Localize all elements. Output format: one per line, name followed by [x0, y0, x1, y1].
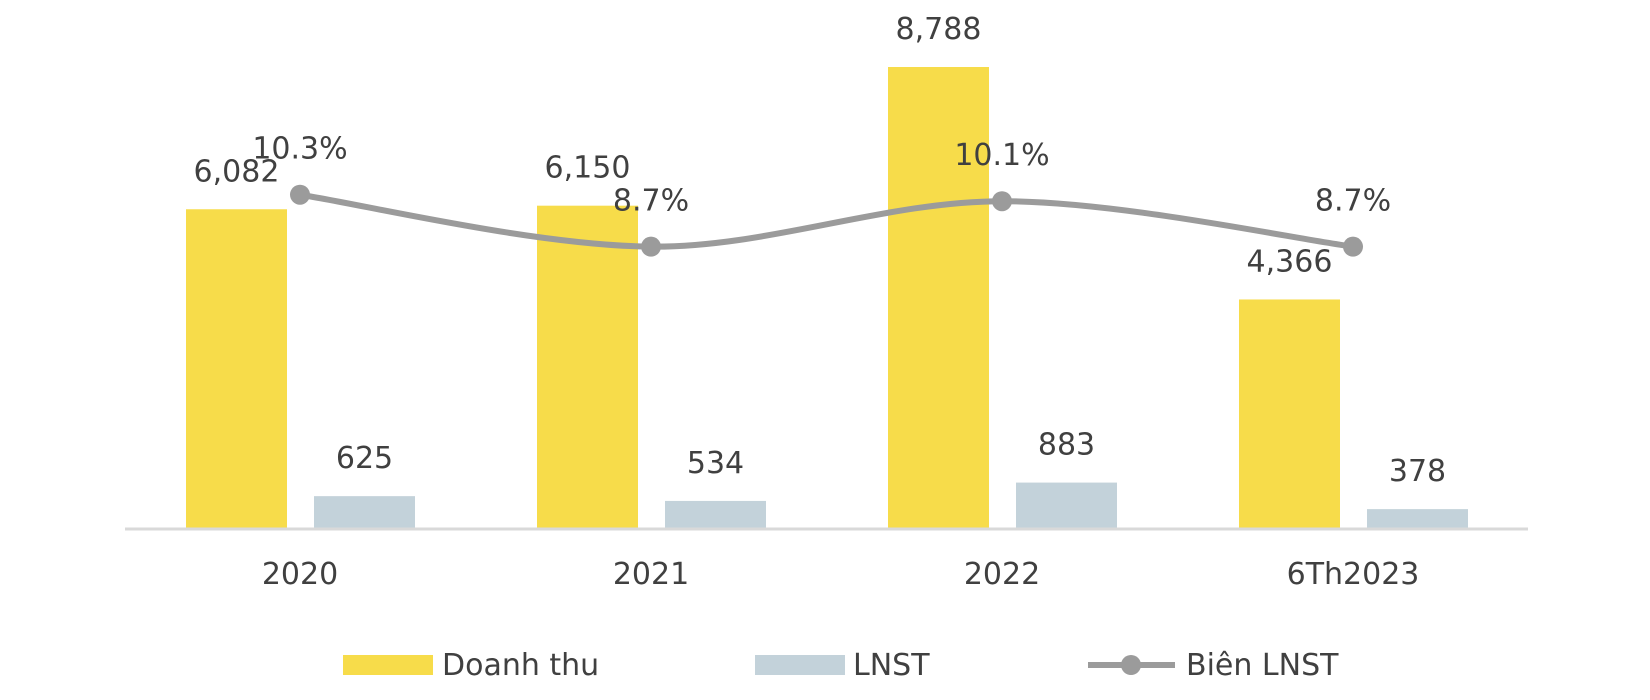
data-label-bien-lnst-2020: 10.3%: [252, 132, 347, 167]
legend-swatch-lnst: [755, 655, 845, 675]
bar-doanh-thu-2020: [186, 209, 287, 530]
data-label-lnst-2020: 625: [336, 441, 393, 476]
data-label-bien-lnst-2022: 10.1%: [954, 138, 1049, 173]
bar-doanh-thu-2022: [888, 67, 989, 529]
data-label-doanh-thu-2022: 8,788: [896, 12, 982, 47]
series-line-bien-lnst: [297, 191, 1356, 250]
point-bien-lnst-2021: [641, 236, 661, 257]
data-label-doanh-thu-2020: 6,082: [194, 154, 280, 189]
bar-doanh-thu-6th2023: [1239, 299, 1340, 529]
bars-layer: [186, 67, 1468, 530]
data-label-bien-lnst-6th2023: 8.7%: [1315, 184, 1391, 219]
x-tick-6th2023: 6Th2023: [1287, 557, 1420, 592]
point-bien-lnst-2020: [290, 184, 310, 205]
point-bien-lnst-6th2023: [1343, 236, 1363, 257]
data-label-bien-lnst-2021: 8.7%: [613, 184, 689, 219]
bar-lnst-6th2023: [1367, 509, 1468, 529]
bar-lnst-2020: [314, 496, 415, 529]
legend-label-doanh-thu: Doanh thu: [442, 648, 599, 683]
bar-lnst-2022: [1016, 482, 1117, 529]
data-label-lnst-2022: 883: [1038, 428, 1095, 463]
legend-marker-bien-lnst: [1121, 655, 1141, 675]
data-label-doanh-thu-6th2023: 4,366: [1247, 244, 1333, 279]
x-axis-ticks: 2020 2021 2022 6Th2023: [262, 557, 1420, 592]
legend-label-lnst: LNST: [853, 648, 930, 683]
labels-layer: 6,082 625 10.3% 6,150 534 8.7% 8,788 883 10.1% 4,…: [194, 12, 1447, 489]
point-bien-lnst-2022: [992, 191, 1012, 212]
data-label-lnst-6th2023: 378: [1389, 454, 1446, 489]
bar-lnst-2021: [665, 500, 766, 529]
legend-label-bien-lnst: Biên LNST: [1186, 648, 1339, 683]
margin-line-layer: [290, 184, 1363, 257]
data-label-doanh-thu-2021: 6,150: [545, 151, 631, 186]
x-tick-2020: 2020: [262, 557, 338, 592]
x-tick-2021: 2021: [613, 557, 689, 592]
legend: Doanh thu LNST Biên LNST: [343, 648, 1339, 683]
data-label-lnst-2021: 534: [687, 446, 744, 481]
legend-swatch-doanh-thu: [343, 655, 433, 675]
bar-doanh-thu-2021: [537, 205, 638, 529]
x-tick-2022: 2022: [964, 557, 1040, 592]
